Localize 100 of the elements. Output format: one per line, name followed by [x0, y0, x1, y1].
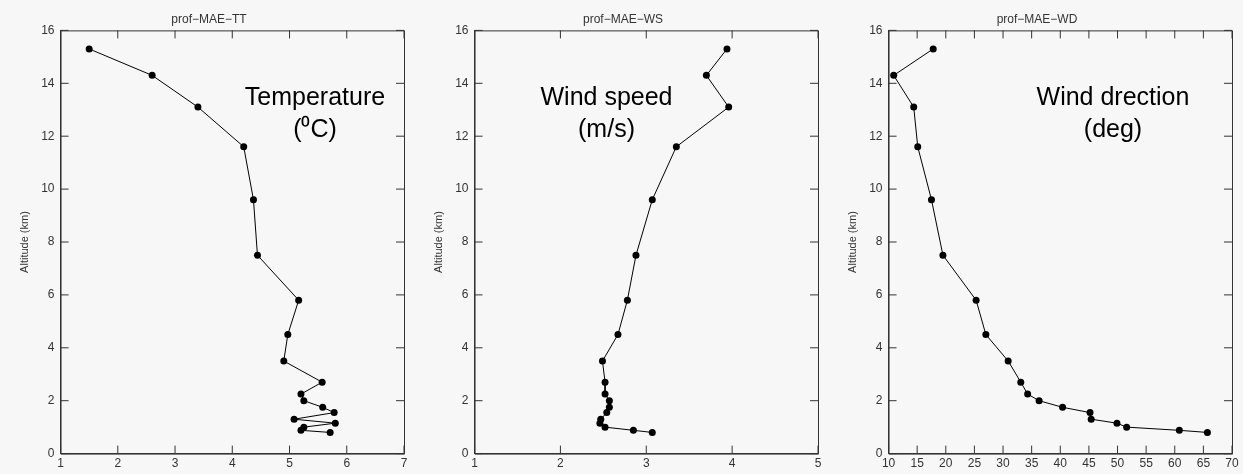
y-tick-label: 4	[47, 340, 55, 355]
y-tick-label: 4	[875, 340, 883, 355]
point	[725, 103, 733, 111]
point	[295, 296, 303, 304]
point	[972, 296, 980, 304]
point	[297, 390, 305, 398]
y-tick-label: 10	[41, 181, 55, 196]
y-tick-label: 12	[455, 128, 469, 143]
point	[290, 415, 298, 423]
point	[929, 45, 937, 53]
x-tick-label: 3	[642, 456, 650, 471]
point	[982, 331, 990, 339]
point	[1203, 428, 1211, 436]
y-axis-title: Altitude (km)	[845, 211, 858, 273]
y-tick-label: 2	[461, 393, 469, 408]
point	[702, 71, 710, 79]
x-tick-label: 5	[814, 456, 822, 471]
x-tick-label: 20	[939, 456, 953, 471]
point	[1024, 390, 1032, 398]
point	[85, 45, 93, 53]
y-tick-label: 2	[875, 393, 883, 408]
y-tick-label: 6	[875, 287, 883, 302]
x-tick-label: 7	[400, 456, 408, 471]
point	[927, 196, 935, 204]
point	[330, 409, 338, 417]
point	[914, 143, 922, 151]
point	[280, 357, 288, 365]
y-tick-label: 4	[461, 340, 469, 355]
y-axis-title: Altitude (km)	[431, 211, 444, 273]
y-tick-label: 14	[455, 75, 469, 90]
y-tick-label: 0	[47, 445, 55, 460]
point	[1017, 378, 1025, 386]
y-tick-label: 8	[461, 234, 469, 249]
x-tick-label: 4	[728, 456, 736, 471]
point	[605, 397, 613, 405]
x-tick-label: 2	[557, 456, 565, 471]
point	[601, 423, 609, 431]
y-tick-label: 12	[869, 128, 883, 143]
x-tick-label: 45	[1082, 456, 1096, 471]
x-tick-label: 60	[1168, 456, 1182, 471]
point	[1004, 357, 1012, 365]
point	[284, 331, 292, 339]
y-tick-label: 16	[869, 22, 883, 37]
x-tick-label: 1	[57, 456, 65, 471]
x-tick-label: 3	[171, 456, 179, 471]
point	[596, 419, 604, 427]
point	[648, 428, 656, 436]
point	[632, 251, 640, 259]
point	[601, 390, 609, 398]
annotation: Temperature (⁰C)	[243, 81, 387, 144]
x-tick-label: 15	[910, 456, 925, 471]
x-tick-label: 2	[114, 456, 122, 471]
chart-title: prof−MAE−TT	[171, 11, 248, 26]
chart-title: prof−MAE−WD	[996, 11, 1078, 26]
point	[148, 71, 156, 79]
point	[319, 403, 327, 411]
annotation: Wind drection (deg)	[1035, 81, 1191, 144]
point	[648, 196, 656, 204]
x-tick-label: 35	[1024, 456, 1039, 471]
x-tick-label: 65	[1196, 456, 1211, 471]
point	[1113, 419, 1121, 427]
x-tick-label: 40	[1053, 456, 1068, 471]
y-tick-label: 10	[869, 181, 883, 196]
point	[601, 378, 609, 386]
x-tick-label: 5	[286, 456, 294, 471]
y-tick-label: 10	[455, 181, 469, 196]
point	[598, 357, 606, 365]
x-tick-label: 1	[471, 456, 479, 471]
point	[1059, 403, 1067, 411]
y-tick-label: 6	[461, 287, 469, 302]
point	[629, 426, 637, 434]
point	[300, 397, 308, 405]
point	[240, 143, 248, 151]
x-tick-label: 55	[1139, 456, 1154, 471]
point	[326, 428, 334, 436]
point	[253, 251, 261, 259]
point	[623, 296, 631, 304]
point	[603, 409, 611, 417]
y-tick-label: 14	[41, 75, 55, 90]
point	[249, 196, 257, 204]
y-tick-label: 2	[47, 393, 55, 408]
point	[1175, 426, 1183, 434]
point	[1087, 415, 1095, 423]
y-tick-label: 14	[869, 75, 883, 90]
x-tick-label: 6	[343, 456, 351, 471]
y-tick-label: 6	[47, 287, 55, 302]
point	[1123, 423, 1131, 431]
x-tick-label: 50	[1110, 456, 1125, 471]
y-axis-title: Altitude (km)	[17, 211, 30, 273]
y-tick-label: 12	[41, 128, 55, 143]
y-tick-label: 16	[41, 22, 55, 37]
chart-title: prof−MAE−WS	[582, 11, 664, 26]
x-tick-label: 25	[967, 456, 982, 471]
y-tick-label: 0	[875, 445, 883, 460]
point	[1035, 397, 1043, 405]
point	[194, 103, 202, 111]
x-tick-label: 4	[228, 456, 236, 471]
point	[939, 251, 947, 259]
point	[614, 331, 622, 339]
point	[723, 45, 731, 53]
